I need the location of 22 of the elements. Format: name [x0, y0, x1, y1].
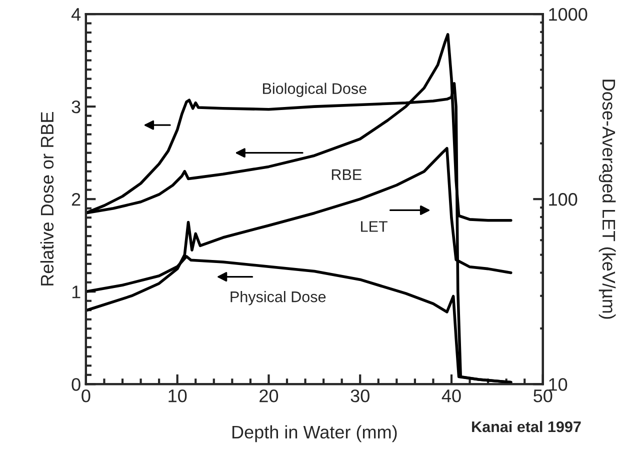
x-tick-label: 0 — [82, 389, 90, 402]
y-axis-title: Relative Dose or RBE — [40, 112, 54, 286]
y2-tick-label: 10 — [549, 378, 568, 391]
y-tick-label: 3 — [72, 100, 80, 114]
y2-tick-label: 100 — [549, 193, 578, 206]
x-tick-label: 10 — [168, 389, 187, 402]
annotation: Physical Dose — [230, 290, 326, 306]
text: Kanai etal 1997 — [472, 420, 581, 432]
x-tick-label: 40 — [442, 389, 461, 402]
y2-axis-title: Dose-Averaged LET (keV/µm) — [598, 80, 616, 319]
y-tick-label: 2 — [72, 193, 80, 206]
annotation: Biological Dose — [263, 82, 366, 98]
x-tick-label: 20 — [260, 389, 278, 402]
y-tick-label: 4 — [71, 8, 81, 21]
y-tick-label: 1 — [72, 286, 80, 298]
y-tick-label: 0 — [72, 378, 80, 391]
x-axis-title: Depth in Water (mm) — [232, 425, 397, 442]
annotation: RBE — [332, 169, 362, 180]
x-tick-label: 50 — [534, 389, 552, 402]
y2-tick-label: 1000 — [549, 8, 588, 21]
annotation: LET — [361, 221, 388, 232]
x-tick-label: 30 — [350, 389, 370, 402]
